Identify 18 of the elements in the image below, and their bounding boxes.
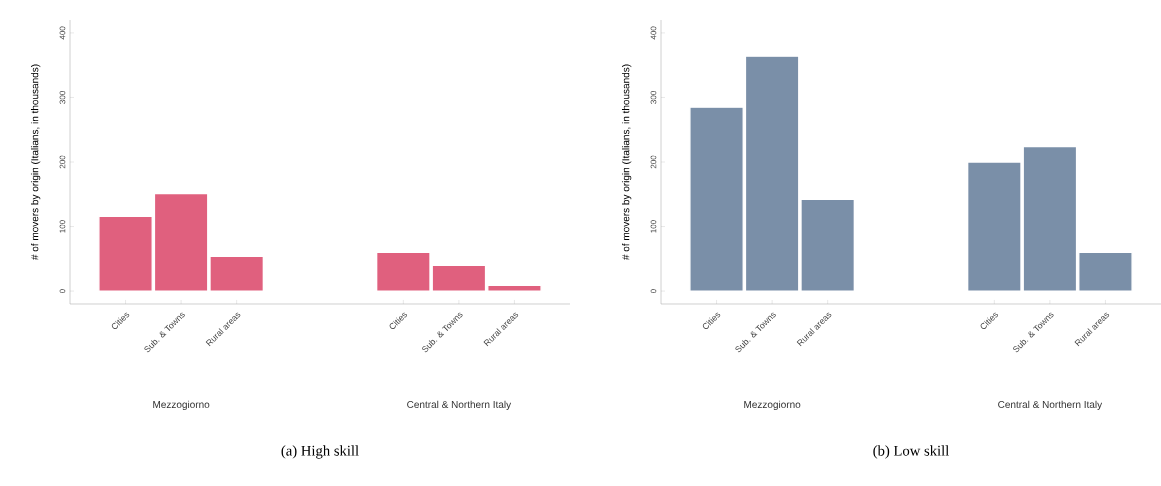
- y-tick-label: 400: [59, 26, 66, 40]
- y-tick-label: 300: [59, 91, 66, 104]
- y-tick-label: 100: [650, 220, 657, 233]
- y-tick-label: 200: [650, 155, 657, 169]
- y-tick-label: 0: [650, 289, 657, 293]
- text: Mezzogiorno: [153, 400, 210, 410]
- y-tick-label: 300: [650, 91, 657, 104]
- y-tick-label: 100: [59, 220, 66, 233]
- y-tick-label: 200: [59, 155, 66, 169]
- text: Central & Northern Italy: [998, 400, 1103, 410]
- text: Mezzogiorno: [744, 400, 801, 410]
- text: (a) High skill: [281, 445, 359, 459]
- y-axis-title: # of movers by origin (Italians, in thousands): [621, 64, 632, 261]
- text: Central & Northern Italy: [407, 400, 512, 410]
- text: (b) Low skill: [873, 445, 949, 459]
- y-axis-title: # of movers by origin (Italians, in thousands): [30, 64, 41, 261]
- y-tick-label: 400: [650, 26, 657, 40]
- y-tick-label: 0: [59, 289, 66, 293]
